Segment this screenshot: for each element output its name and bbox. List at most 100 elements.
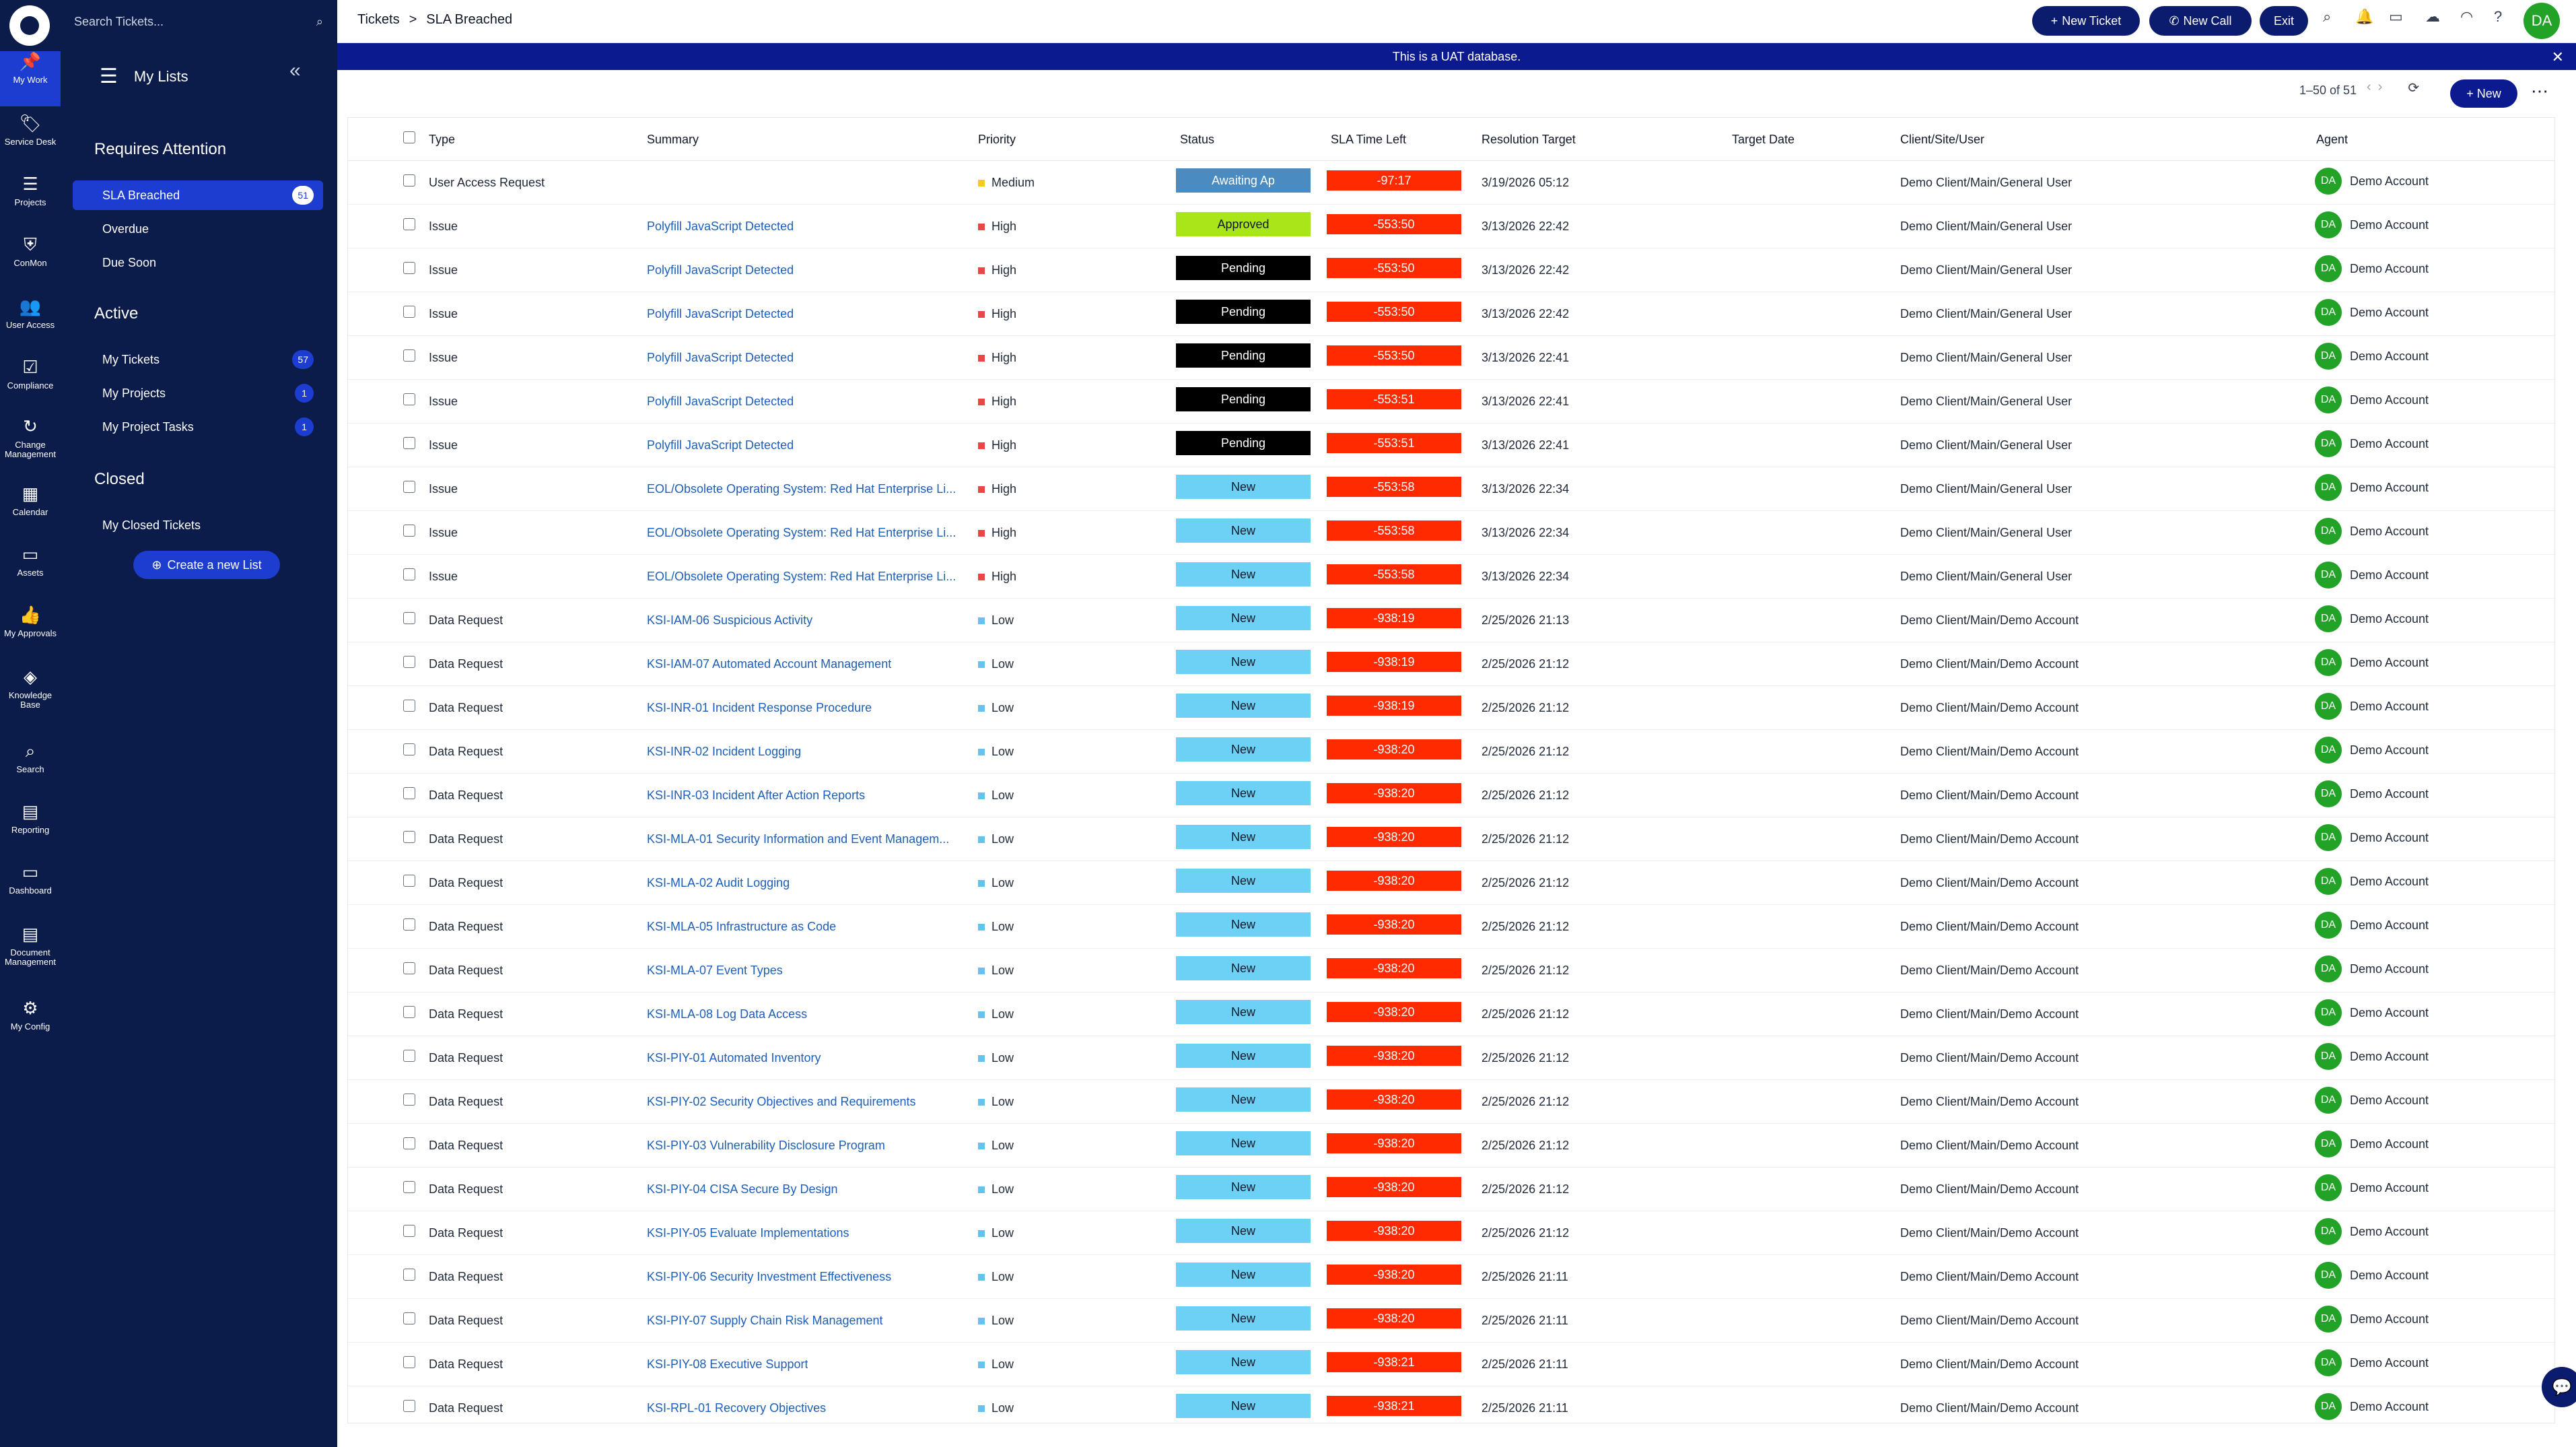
row-checkbox[interactable] <box>403 568 415 580</box>
search-icon[interactable]: ⌕ <box>2323 8 2332 25</box>
table-row[interactable]: Data Request KSI-INR-03 Incident After Ac… <box>348 774 2554 817</box>
cell-summary-link[interactable]: KSI-MLA-05 Infrastructure as Code <box>647 920 837 933</box>
table-row[interactable]: Data Request KSI-MLA-07 Event Types Low New… <box>348 949 2554 992</box>
table-row[interactable]: Data Request KSI-MLA-01 Security Informat… <box>348 817 2554 861</box>
rail-item-document-management[interactable]: ▤ Document Management <box>0 924 61 979</box>
row-checkbox[interactable] <box>403 393 415 405</box>
table-row[interactable]: Data Request KSI-INR-01 Incident Response… <box>348 686 2554 730</box>
rail-item-compliance[interactable]: ☑ Compliance <box>0 357 61 412</box>
rail-item-user-access[interactable]: 👥 User Access <box>0 296 61 351</box>
table-row[interactable]: Data Request KSI-PIY-02 Security Objectiv… <box>348 1080 2554 1124</box>
select-all-checkbox[interactable] <box>403 131 415 143</box>
refresh-icon[interactable]: ⟳ <box>2408 81 2420 96</box>
table-row[interactable]: Issue EOL/Obsolete Operating System: Red … <box>348 511 2554 555</box>
rail-item-my-approvals[interactable]: 👍 My Approvals <box>0 605 61 660</box>
rail-item-reporting[interactable]: ▤ Reporting <box>0 801 61 856</box>
list-item-due-soon[interactable]: Due Soon <box>73 248 323 277</box>
cell-summary-link[interactable]: Polyfill JavaScript Detected <box>647 263 794 277</box>
table-row[interactable]: Data Request KSI-PIY-08 Executive Support… <box>348 1343 2554 1386</box>
rail-item-dashboard[interactable]: ▭ Dashboard <box>0 862 61 917</box>
cloud-download-icon[interactable]: ☁ <box>2425 8 2440 25</box>
row-checkbox[interactable] <box>403 787 415 799</box>
list-item-my-project-tasks[interactable]: My Project Tasks 1 <box>73 412 323 442</box>
row-checkbox[interactable] <box>403 1312 415 1324</box>
row-checkbox[interactable] <box>403 1050 415 1062</box>
cell-summary-link[interactable]: KSI-MLA-08 Log Data Access <box>647 1007 808 1021</box>
list-item-my-projects[interactable]: My Projects 1 <box>73 378 323 408</box>
row-checkbox[interactable] <box>403 656 415 668</box>
col-sla-time-left[interactable]: SLA Time Left <box>1331 133 1407 146</box>
row-checkbox[interactable] <box>403 1093 415 1106</box>
row-checkbox[interactable] <box>403 1137 415 1149</box>
collapse-panel-icon[interactable]: « <box>289 59 301 81</box>
row-checkbox[interactable] <box>403 349 415 362</box>
table-row[interactable]: Issue Polyfill JavaScript Detected High Pen… <box>348 380 2554 424</box>
search-input[interactable]: Search Tickets... <box>74 14 164 28</box>
table-row[interactable]: Data Request KSI-IAM-06 Suspicious Activi… <box>348 599 2554 642</box>
cell-summary-link[interactable]: KSI-PIY-07 Supply Chain Risk Management <box>647 1314 883 1327</box>
cell-summary-link[interactable]: KSI-IAM-06 Suspicious Activity <box>647 613 813 627</box>
table-row[interactable]: Issue Polyfill JavaScript Detected High Pen… <box>348 292 2554 336</box>
rail-item-calendar[interactable]: ▦ Calendar <box>0 483 61 539</box>
new-ticket-button[interactable]: + New Ticket <box>2032 6 2140 36</box>
clipboard-icon[interactable]: ▭ <box>2389 8 2403 25</box>
ticket-search[interactable]: Search Tickets... ⌕ <box>74 9 323 34</box>
col-summary[interactable]: Summary <box>647 133 699 146</box>
cell-summary-link[interactable]: KSI-PIY-02 Security Objectives and Requi… <box>647 1095 916 1108</box>
rail-item-my-config[interactable]: ⚙ My Config <box>0 998 61 1053</box>
rail-item-assets[interactable]: ▭ Assets <box>0 544 61 599</box>
rail-item-search[interactable]: ⌕ Search <box>0 741 61 796</box>
cell-summary-link[interactable]: KSI-MLA-02 Audit Logging <box>647 876 790 889</box>
exit-button[interactable]: Exit <box>2260 6 2308 36</box>
row-checkbox[interactable] <box>403 743 415 755</box>
chat-icon[interactable]: 💬 <box>2542 1367 2576 1407</box>
cell-summary-link[interactable]: Polyfill JavaScript Detected <box>647 220 794 233</box>
breadcrumb-tickets[interactable]: Tickets <box>357 12 400 27</box>
cell-summary-link[interactable]: KSI-PIY-01 Automated Inventory <box>647 1051 821 1065</box>
table-row[interactable]: Issue Polyfill JavaScript Detected High Pen… <box>348 424 2554 467</box>
cell-summary-link[interactable]: KSI-MLA-07 Event Types <box>647 964 783 977</box>
table-row[interactable]: Data Request KSI-PIY-07 Supply Chain Risk… <box>348 1299 2554 1343</box>
list-item-my-tickets[interactable]: My Tickets 57 <box>73 345 323 374</box>
table-row[interactable]: Data Request KSI-MLA-05 Infrastructure as… <box>348 905 2554 949</box>
cell-summary-link[interactable]: EOL/Obsolete Operating System: Red Hat E… <box>647 526 956 539</box>
rail-item-knowledge-base[interactable]: ◈ Knowledge Base <box>0 667 61 722</box>
cell-summary-link[interactable]: KSI-PIY-08 Executive Support <box>647 1357 808 1371</box>
cell-summary-link[interactable]: KSI-INR-01 Incident Response Procedure <box>647 701 872 714</box>
bell-icon[interactable]: 🔔 <box>2355 8 2374 25</box>
user-avatar[interactable]: DA <box>2523 3 2560 39</box>
next-page-icon[interactable]: › <box>2377 79 2383 94</box>
table-row[interactable]: Data Request KSI-PIY-05 Evaluate Implemen… <box>348 1211 2554 1255</box>
cell-summary-link[interactable]: Polyfill JavaScript Detected <box>647 351 794 364</box>
rss-icon[interactable]: ◠ <box>2460 8 2474 25</box>
col-resolution-target[interactable]: Resolution Target <box>1482 133 1576 146</box>
row-checkbox[interactable] <box>403 437 415 449</box>
table-row[interactable]: Data Request KSI-RPL-01 Recovery Objectiv… <box>348 1386 2554 1423</box>
cell-summary-link[interactable]: KSI-IAM-07 Automated Account Management <box>647 657 892 671</box>
row-checkbox[interactable] <box>403 700 415 712</box>
cell-summary-link[interactable]: KSI-PIY-04 CISA Secure By Design <box>647 1182 838 1196</box>
cell-summary-link[interactable]: EOL/Obsolete Operating System: Red Hat E… <box>647 482 956 496</box>
rail-item-service-desk[interactable]: 🏷 Service Desk <box>0 113 61 168</box>
table-row[interactable]: Data Request KSI-MLA-08 Log Data Access Lo… <box>348 992 2554 1036</box>
rail-item-conmon[interactable]: ⛨ ConMon <box>0 234 61 290</box>
hamburger-icon[interactable]: ☰ <box>100 65 118 88</box>
cell-summary-link[interactable]: KSI-PIY-06 Security Investment Effective… <box>647 1270 892 1283</box>
table-row[interactable]: Data Request KSI-PIY-01 Automated Invento… <box>348 1036 2554 1080</box>
cell-summary-link[interactable]: KSI-INR-02 Incident Logging <box>647 745 802 758</box>
rail-item-projects[interactable]: ☰ Projects <box>0 174 61 229</box>
col-type[interactable]: Type <box>429 133 456 146</box>
rail-item-my-work[interactable]: 📌 My Work <box>0 51 61 106</box>
app-logo[interactable] <box>9 5 50 46</box>
rail-item-change-management[interactable]: ↻ Change Management <box>0 416 61 471</box>
row-checkbox[interactable] <box>403 1269 415 1281</box>
row-checkbox[interactable] <box>403 481 415 493</box>
row-checkbox[interactable] <box>403 875 415 887</box>
cell-summary-link[interactable]: KSI-RPL-01 Recovery Objectives <box>647 1401 827 1415</box>
col-status[interactable]: Status <box>1180 133 1215 146</box>
table-row[interactable]: Issue EOL/Obsolete Operating System: Red … <box>348 467 2554 511</box>
row-checkbox[interactable] <box>403 1006 415 1018</box>
cell-summary-link[interactable]: Polyfill JavaScript Detected <box>647 307 794 321</box>
table-row[interactable]: Data Request KSI-PIY-03 Vulnerability Dis… <box>348 1124 2554 1168</box>
table-row[interactable]: Issue Polyfill JavaScript Detected High Pen… <box>348 248 2554 292</box>
